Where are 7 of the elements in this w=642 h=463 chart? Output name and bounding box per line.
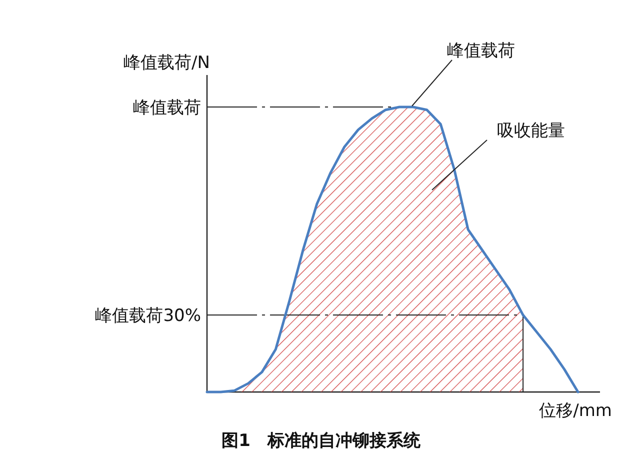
- ref-line-label: 峰值载荷: [133, 98, 201, 118]
- text: 图1 标准的自冲铆接系统: [222, 431, 422, 451]
- text: 峰值载荷: [447, 41, 515, 61]
- x-axis-title: 位移/mm: [539, 401, 612, 421]
- y-axis-title: 峰值载荷/N: [124, 53, 210, 73]
- ref-line-label: 峰值载荷30%: [95, 306, 201, 326]
- annotation: 吸收能量: [497, 121, 565, 141]
